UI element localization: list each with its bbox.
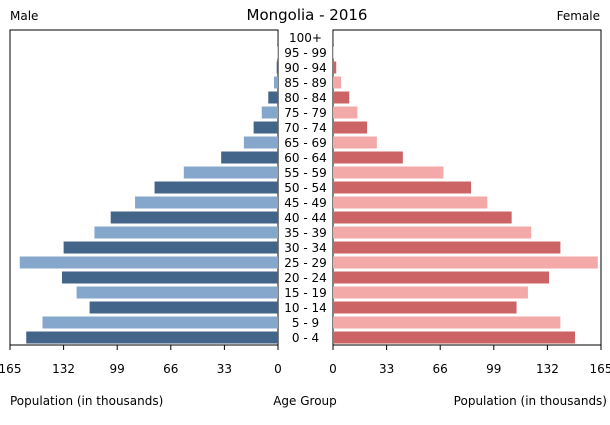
female-side-label: Female <box>557 9 600 23</box>
age-group-label: 60 - 64 <box>284 151 327 165</box>
age-group-label: 95 - 99 <box>284 46 327 60</box>
age-group-label: 40 - 44 <box>284 211 327 225</box>
female-tick-label: 66 <box>433 362 448 376</box>
male-x-axis: 0 33 66 99 132 165 <box>0 345 282 376</box>
female-bar-15-19 <box>333 286 528 299</box>
male-tick-label: 132 <box>52 362 75 376</box>
female-bar-30-34 <box>333 241 561 254</box>
age-group-label: 85 - 89 <box>284 76 327 90</box>
female-bar-75-79 <box>333 106 358 119</box>
female-bar-60-64 <box>333 151 403 164</box>
male-tick-label: 33 <box>217 362 232 376</box>
male-bar-70-74 <box>253 121 278 134</box>
age-group-label: 80 - 84 <box>284 91 327 105</box>
age-group-axis-title: Age Group <box>273 394 337 408</box>
female-bars <box>333 31 598 344</box>
male-bar-40-44 <box>110 211 278 224</box>
male-bar-55-59 <box>183 166 278 179</box>
female-tick-label: 132 <box>536 362 559 376</box>
age-group-label: 50 - 54 <box>284 181 327 195</box>
age-group-label: 100+ <box>289 31 322 45</box>
female-bar-70-74 <box>333 121 368 134</box>
age-group-label: 15 - 19 <box>284 286 327 300</box>
age-group-label: 45 - 49 <box>284 196 327 210</box>
male-bar-5-9 <box>42 316 278 329</box>
age-group-label: 5 - 9 <box>292 316 319 330</box>
female-bar-20-24 <box>333 271 550 284</box>
female-tick-label: 0 <box>329 362 337 376</box>
age-group-label: 0 - 4 <box>292 331 319 345</box>
male-bar-75-79 <box>261 106 278 119</box>
male-bar-90-94 <box>276 61 278 74</box>
male-bar-10-14 <box>89 301 278 314</box>
age-group-label: 35 - 39 <box>284 226 327 240</box>
male-bar-30-34 <box>63 241 278 254</box>
age-group-label: 30 - 34 <box>284 241 327 255</box>
female-bar-95-99 <box>333 46 334 59</box>
age-group-label: 10 - 14 <box>284 301 327 315</box>
female-bar-10-14 <box>333 301 517 314</box>
female-bar-35-39 <box>333 226 532 239</box>
female-bar-65-69 <box>333 136 377 149</box>
male-tick-label: 66 <box>163 362 178 376</box>
male-bar-0-4 <box>26 331 278 344</box>
male-bar-45-49 <box>135 196 278 209</box>
male-bar-85-89 <box>273 76 278 89</box>
male-x-axis-title: Population (in thousands) <box>10 394 163 408</box>
male-tick-label: 99 <box>110 362 125 376</box>
male-bar-65-69 <box>243 136 278 149</box>
age-group-label: 65 - 69 <box>284 136 327 150</box>
female-tick-label: 33 <box>379 362 394 376</box>
male-bar-50-54 <box>154 181 278 194</box>
female-bar-25-29 <box>333 256 598 269</box>
female-x-axis: 0 33 66 99 132 165 <box>329 345 610 376</box>
female-bar-80-84 <box>333 91 350 104</box>
age-group-label: 75 - 79 <box>284 106 327 120</box>
age-group-label: 25 - 29 <box>284 256 327 270</box>
female-x-axis-title: Population (in thousands) <box>454 394 607 408</box>
female-bar-50-54 <box>333 181 472 194</box>
female-bar-0-4 <box>333 331 576 344</box>
male-bars <box>19 31 279 344</box>
male-bar-20-24 <box>61 271 279 284</box>
male-bar-35-39 <box>94 226 279 239</box>
female-bar-55-59 <box>333 166 444 179</box>
male-bar-25-29 <box>19 256 279 269</box>
male-side-label: Male <box>10 9 38 23</box>
female-bar-45-49 <box>333 196 488 209</box>
male-tick-label: 0 <box>274 362 282 376</box>
female-bar-40-44 <box>333 211 512 224</box>
male-bar-80-84 <box>268 91 278 104</box>
male-bar-15-19 <box>76 286 279 299</box>
age-group-label: 90 - 94 <box>284 61 327 75</box>
male-bar-60-64 <box>221 151 278 164</box>
female-tick-label: 99 <box>486 362 501 376</box>
male-tick-label: 165 <box>0 362 21 376</box>
female-bar-5-9 <box>333 316 561 329</box>
female-bar-90-94 <box>333 61 337 74</box>
age-group-label: 70 - 74 <box>284 121 327 135</box>
age-group-label: 55 - 59 <box>284 166 327 180</box>
age-group-label: 20 - 24 <box>284 271 327 285</box>
chart-title: Mongolia - 2016 <box>247 6 368 24</box>
female-bar-85-89 <box>333 76 342 89</box>
female-tick-label: 165 <box>590 362 610 376</box>
